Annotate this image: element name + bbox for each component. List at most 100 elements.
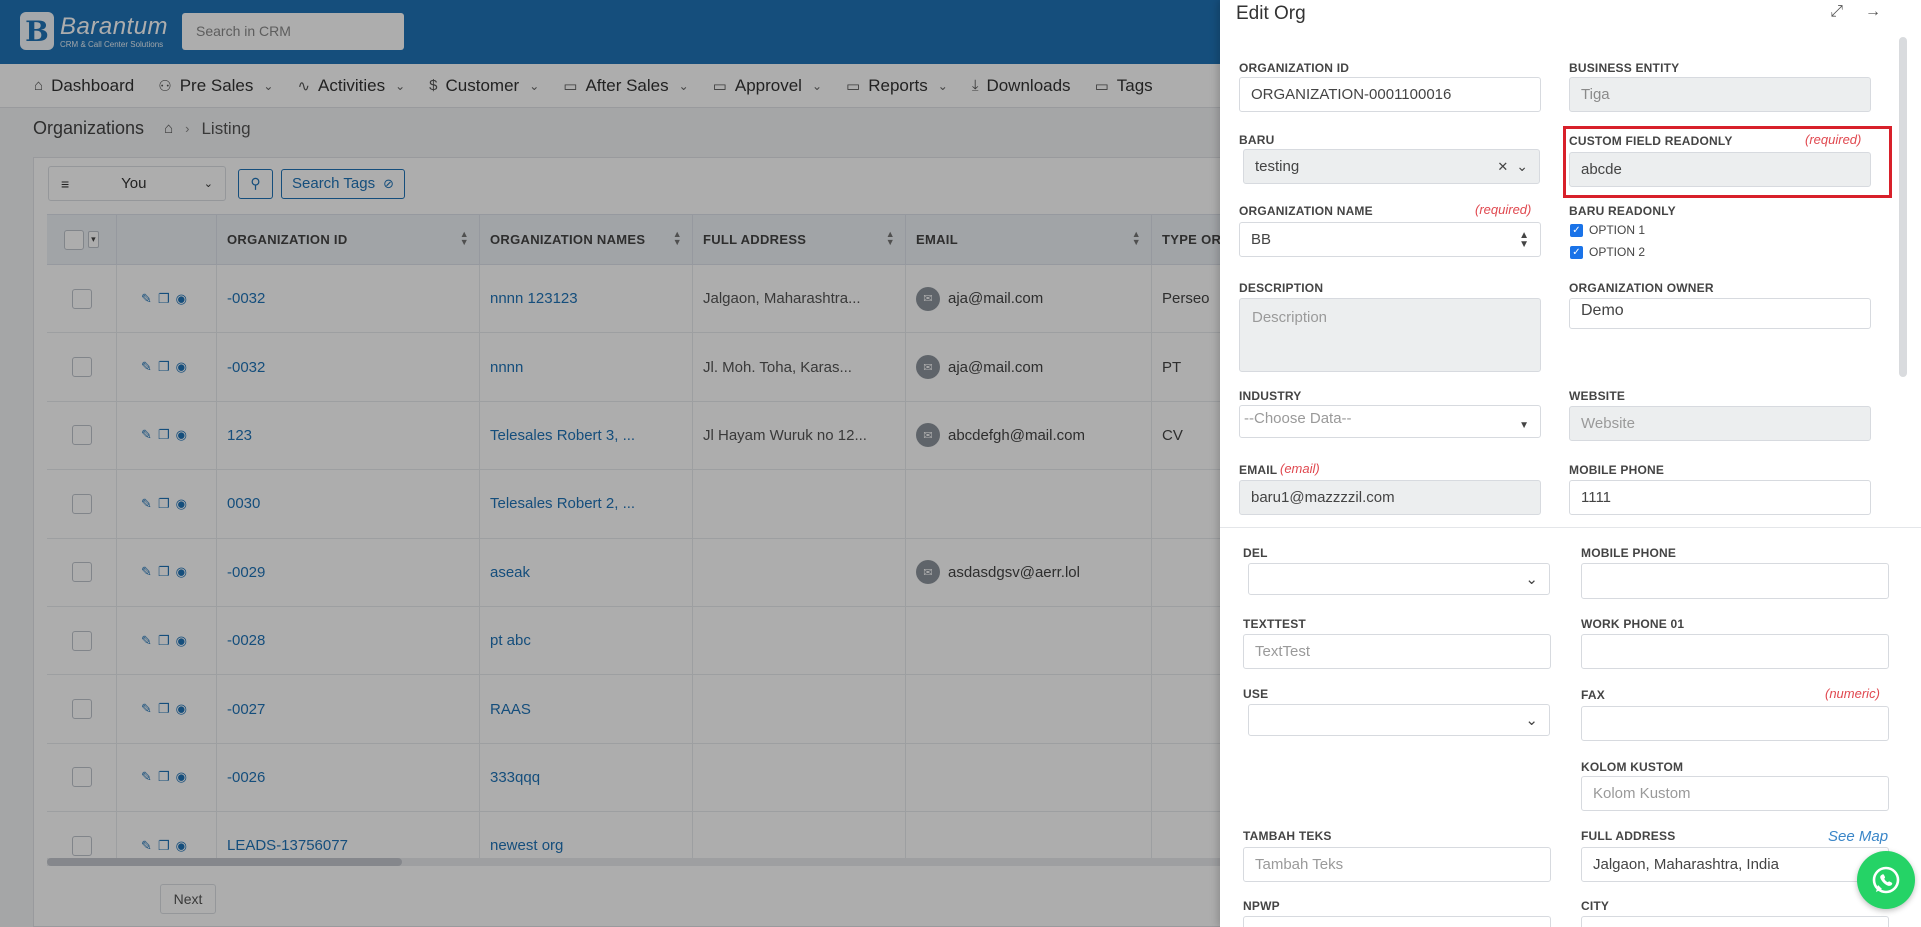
mobile-phone-field[interactable]	[1581, 563, 1889, 599]
duplicate-icon[interactable]: ❐	[157, 290, 170, 306]
view-icon[interactable]: ◉	[175, 632, 187, 648]
view-icon[interactable]: ◉	[175, 290, 187, 306]
row-checkbox[interactable]	[71, 288, 92, 309]
whatsapp-chat-button[interactable]	[1857, 851, 1915, 909]
view-icon[interactable]: ◉	[175, 769, 187, 785]
app-logo[interactable]: B Barantum CRM & Call Center Solutions	[20, 12, 168, 50]
industry-select[interactable]: --Choose Data-- ▼	[1239, 405, 1541, 438]
edit-icon[interactable]: ✎	[141, 495, 152, 511]
row-checkbox[interactable]	[71, 699, 92, 720]
duplicate-icon[interactable]: ❐	[157, 701, 170, 717]
select-all-header[interactable]: ▾	[47, 215, 117, 264]
menu-after-sales[interactable]: ▭ After Sales ⌄	[563, 75, 689, 95]
col-email[interactable]: EMAIL ▲ ▼	[906, 215, 1152, 264]
fax-field[interactable]	[1581, 706, 1889, 741]
use-select[interactable]: ⌄	[1248, 704, 1550, 736]
search-button[interactable]: ⚲	[238, 168, 273, 199]
edit-icon[interactable]: ✎	[141, 564, 152, 580]
email-value[interactable]: aja@mail.com	[948, 358, 1044, 376]
duplicate-icon[interactable]: ❐	[157, 495, 170, 511]
org-name-link[interactable]: aseak	[490, 563, 531, 581]
description-textarea[interactable]: Description	[1239, 298, 1541, 372]
view-icon[interactable]: ◉	[175, 837, 187, 853]
org-id-link[interactable]: -0029	[227, 563, 266, 581]
see-map-link[interactable]: See Map	[1828, 828, 1889, 845]
edit-icon[interactable]: ✎	[141, 837, 152, 853]
city-field[interactable]	[1581, 916, 1889, 927]
menu-tags[interactable]: ▭ Tags	[1094, 75, 1153, 95]
org-id-link[interactable]: -0032	[227, 290, 266, 308]
view-icon[interactable]: ◉	[175, 495, 187, 511]
duplicate-icon[interactable]: ❐	[157, 769, 170, 785]
col-full-address[interactable]: FULL ADDRESS ▲ ▼	[693, 215, 906, 264]
row-checkbox[interactable]	[71, 357, 92, 378]
clear-icon[interactable]: ✕	[1497, 158, 1509, 174]
edit-icon[interactable]: ✎	[141, 632, 152, 648]
edit-icon[interactable]: ✎	[141, 290, 152, 306]
edit-icon[interactable]: ✎	[141, 359, 152, 375]
col-organization-id[interactable]: ORGANIZATION ID ▲ ▼	[217, 215, 480, 264]
tambah-teks-field[interactable]: Tambah Teks	[1243, 847, 1551, 882]
menu-customer[interactable]: $ Customer ⌄	[429, 75, 540, 95]
table-row[interactable]: ✎ ❐ ◉ LEADS-13756077 newest org	[47, 812, 1234, 866]
menu-dashboard[interactable]: ⌂ Dashboard	[34, 75, 135, 95]
option-1-checkbox[interactable]: ✓ OPTION 1	[1570, 223, 1645, 237]
edit-icon[interactable]: ✎	[141, 427, 152, 443]
del-select[interactable]: ⌄	[1248, 563, 1550, 595]
row-checkbox[interactable]	[71, 835, 92, 856]
row-checkbox[interactable]	[71, 562, 92, 583]
work-phone-field[interactable]	[1581, 634, 1889, 669]
org-id-link[interactable]: LEADS-13756077	[227, 837, 348, 855]
duplicate-icon[interactable]: ❐	[157, 837, 170, 853]
home-icon[interactable]: ⌂	[164, 120, 174, 137]
org-name-link[interactable]: Telesales Robert 2, ...	[490, 495, 636, 513]
menu-approvel[interactable]: ▭ Approvel ⌄	[712, 75, 823, 95]
menu-downloads[interactable]: ⤓ Downloads	[971, 75, 1071, 95]
row-checkbox[interactable]	[71, 767, 92, 788]
org-id-link[interactable]: -0026	[227, 768, 266, 786]
org-name-link[interactable]: nnnn	[490, 358, 524, 376]
table-row[interactable]: ✎ ❐ ◉ 0030 Telesales Robert 2, ...	[47, 470, 1234, 539]
chevron-down-icon[interactable]: ▾	[88, 231, 99, 248]
org-id-link[interactable]: -0032	[227, 358, 266, 376]
org-name-link[interactable]: 333qqq	[490, 768, 541, 786]
org-name-link[interactable]: pt abc	[490, 632, 531, 650]
view-icon[interactable]: ◉	[175, 427, 187, 443]
close-arrow-icon[interactable]: →	[1865, 3, 1881, 20]
org-name-link[interactable]: nnnn 123123	[490, 290, 578, 308]
mobile-phone-top-field[interactable]: 1111	[1569, 480, 1871, 515]
vertical-scrollbar[interactable]	[1899, 37, 1907, 377]
table-row[interactable]: ✎ ❐ ◉ -0032 nnnn Jl. Moh. Toha, Karas... ✉ aja@…	[47, 333, 1234, 402]
chevron-down-icon[interactable]: ⌄	[1516, 158, 1528, 174]
duplicate-icon[interactable]: ❐	[157, 632, 170, 648]
col-organization-names[interactable]: ORGANIZATION NAMES ▲ ▼	[480, 215, 693, 264]
view-icon[interactable]: ◉	[175, 701, 187, 717]
duplicate-icon[interactable]: ❐	[157, 427, 170, 443]
crm-search-input[interactable]: Search in CRM	[182, 13, 404, 50]
table-row[interactable]: ✎ ❐ ◉ 123 Telesales Robert 3, ... Jl Hayam Wu…	[47, 401, 1234, 471]
owner-filter-select[interactable]: ≡ You ⌄	[48, 166, 226, 201]
organization-owner-field[interactable]: Demo	[1569, 298, 1871, 329]
next-page-button[interactable]: Next	[160, 884, 216, 914]
option-2-checkbox[interactable]: ✓ OPTION 2	[1570, 245, 1645, 259]
search-tags-button[interactable]: Search Tags ⊘	[281, 168, 406, 199]
scrollbar-thumb[interactable]	[47, 858, 402, 866]
org-id-link[interactable]: -0028	[227, 632, 266, 650]
email-value[interactable]: abcdefgh@mail.com	[948, 426, 1085, 444]
org-name-link[interactable]: Telesales Robert 3, ...	[490, 426, 636, 444]
organization-name-select[interactable]: BB ▲ ▼	[1239, 222, 1541, 257]
duplicate-icon[interactable]: ❐	[157, 564, 170, 580]
table-row[interactable]: ✎ ❐ ◉ -0028 pt abc	[47, 606, 1234, 676]
org-name-link[interactable]: RAAS	[490, 700, 531, 718]
kolom-kustom-field[interactable]: Kolom Kustom	[1581, 776, 1889, 811]
org-name-link[interactable]: newest org	[490, 837, 564, 855]
row-checkbox[interactable]	[71, 425, 92, 446]
baru-select[interactable]: testing ✕ ⌄	[1243, 149, 1540, 184]
edit-icon[interactable]: ✎	[141, 769, 152, 785]
org-id-link[interactable]: 0030	[227, 495, 261, 513]
organization-id-field[interactable]: ORGANIZATION-0001100016	[1239, 77, 1541, 112]
menu-activities[interactable]: ∿ Activities ⌄	[297, 75, 406, 95]
org-id-link[interactable]: 123	[227, 426, 253, 444]
menu-pre-sales[interactable]: ⚇ Pre Sales ⌄	[158, 75, 274, 95]
menu-reports[interactable]: ▭ Reports ⌄	[846, 75, 948, 95]
